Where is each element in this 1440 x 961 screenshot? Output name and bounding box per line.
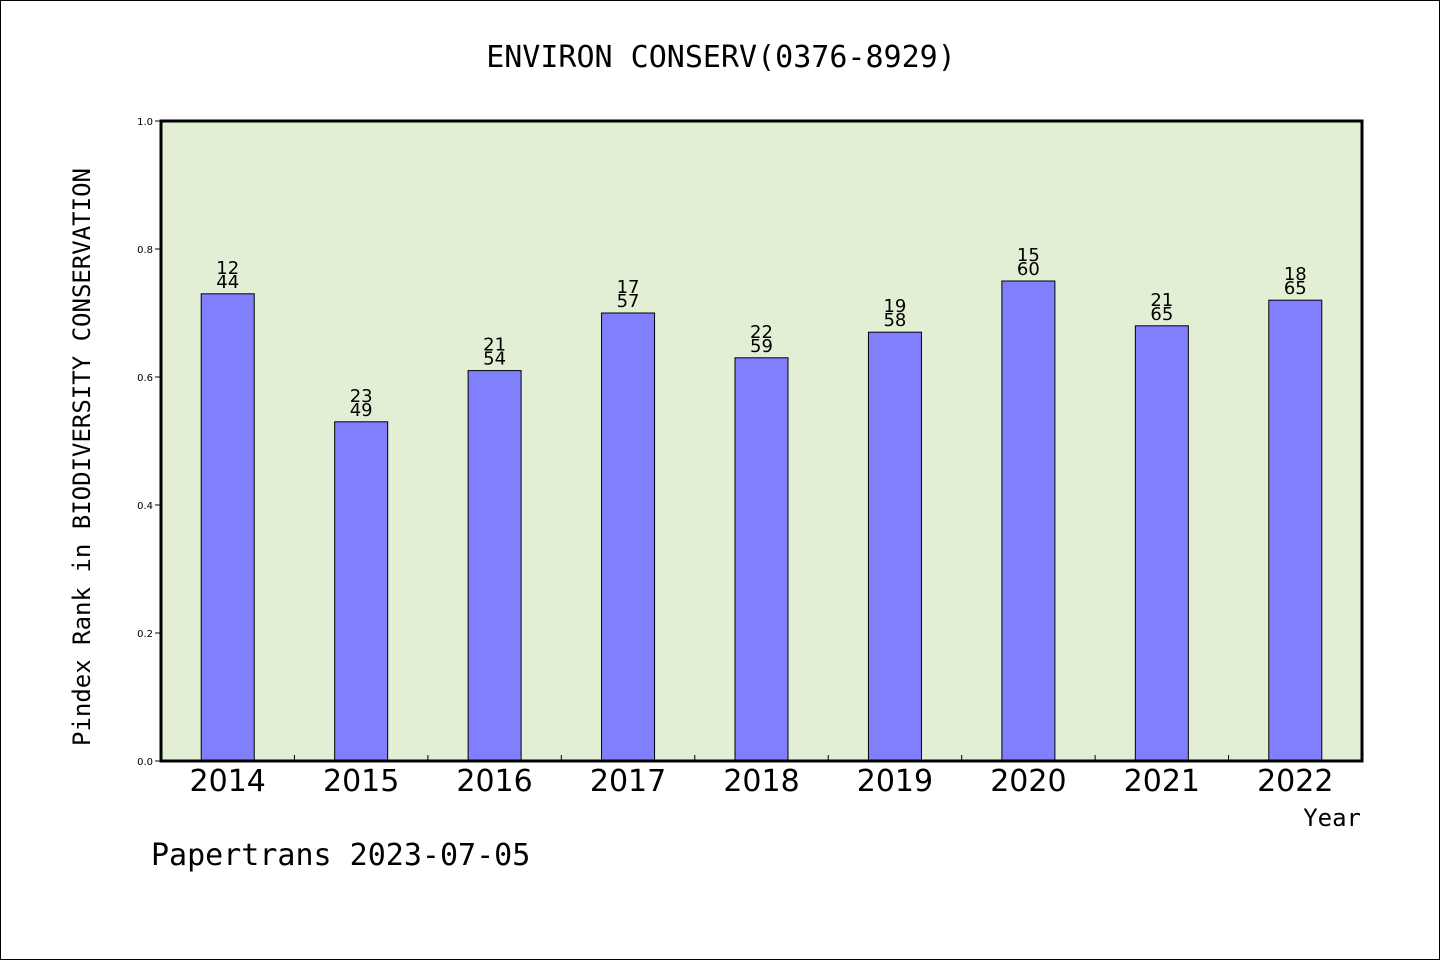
bar bbox=[867, 331, 922, 762]
x-tick-label: 2016 bbox=[456, 764, 532, 799]
bar-label-top: 19 bbox=[883, 296, 906, 317]
x-tick-label: 2021 bbox=[1124, 764, 1200, 799]
x-tick-label: 2015 bbox=[323, 764, 399, 799]
bar-label-top: 18 bbox=[1284, 264, 1307, 285]
bar-label-bottom: 65 bbox=[1284, 278, 1307, 299]
y-tick-label: 0.2 bbox=[137, 629, 153, 640]
bar bbox=[734, 357, 789, 762]
y-tick-label: 0.6 bbox=[137, 373, 153, 384]
x-axis-title: Year bbox=[1303, 804, 1361, 832]
y-axis: 0.0 0.2 0.4 0.6 0.8 1.0 bbox=[137, 117, 161, 768]
footer-credit: Papertrans 2023-07-05 bbox=[151, 838, 530, 873]
bar-label-bottom: 58 bbox=[883, 310, 906, 331]
bar bbox=[467, 370, 522, 762]
bar bbox=[1001, 280, 1056, 762]
bar-label-bottom: 57 bbox=[617, 291, 640, 312]
bar-label-bottom: 59 bbox=[750, 336, 773, 357]
bar bbox=[601, 312, 656, 762]
bar-label-top: 23 bbox=[350, 386, 373, 407]
bar-label-bottom: 60 bbox=[1017, 259, 1040, 280]
chart-title: ENVIRON CONSERV(0376-8929) bbox=[486, 40, 956, 75]
y-tick-label: 1.0 bbox=[137, 117, 153, 128]
bar bbox=[1134, 325, 1189, 762]
bar-label-top: 21 bbox=[483, 335, 506, 356]
x-tick-label: 2017 bbox=[590, 764, 666, 799]
bar-label-top: 22 bbox=[750, 322, 773, 343]
x-axis: 2014 2015 2016 2017 2018 2019 2020 2021 2022 bbox=[190, 755, 1333, 799]
bar bbox=[334, 421, 389, 762]
bar-label-bottom: 65 bbox=[1150, 304, 1173, 325]
bar bbox=[200, 293, 255, 762]
plot-frame bbox=[159, 119, 1364, 763]
x-tick-label: 2018 bbox=[723, 764, 799, 799]
bar bbox=[1268, 299, 1323, 762]
bar-label-top: 12 bbox=[216, 258, 239, 279]
x-tick-label: 2022 bbox=[1257, 764, 1333, 799]
y-tick-label: 0.0 bbox=[137, 757, 153, 768]
x-tick-label: 2019 bbox=[857, 764, 933, 799]
y-tick-label: 0.4 bbox=[137, 501, 153, 512]
bar-label-bottom: 44 bbox=[216, 272, 239, 293]
bar-label-bottom: 49 bbox=[350, 400, 373, 421]
bar-label-bottom: 54 bbox=[483, 349, 506, 370]
bar-label-top: 15 bbox=[1017, 245, 1040, 266]
y-tick-label: 0.8 bbox=[137, 245, 153, 256]
bar-label-top: 17 bbox=[617, 277, 640, 298]
bar-label-top: 21 bbox=[1150, 290, 1173, 311]
y-axis-title: Pindex Rank in BIODIVERSITY CONSERVATION bbox=[68, 168, 96, 746]
x-tick-label: 2014 bbox=[190, 764, 266, 799]
x-tick-label: 2020 bbox=[990, 764, 1066, 799]
